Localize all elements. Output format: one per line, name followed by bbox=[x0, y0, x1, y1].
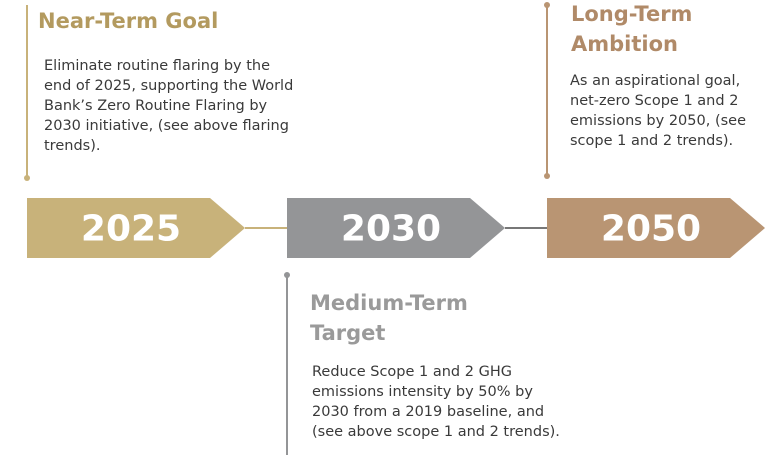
milestone-title: Long-Term bbox=[571, 2, 692, 26]
milestone-description: As an aspirational goal, bbox=[570, 73, 740, 89]
milestone-title: Medium-Term bbox=[310, 291, 468, 315]
milestone-title: Near-Term Goal bbox=[38, 9, 218, 33]
leader-dot bbox=[284, 272, 290, 278]
milestone-description: 2030 from a 2019 baseline, and bbox=[312, 404, 544, 420]
year-chevron bbox=[287, 198, 505, 258]
milestone-description: emissions by 2050, (see bbox=[570, 113, 746, 129]
milestone-description: Eliminate routine flaring by the bbox=[44, 58, 270, 74]
milestone-description: scope 1 and 2 trends). bbox=[570, 133, 733, 149]
year-chevron bbox=[27, 198, 245, 258]
year: 2025 bbox=[81, 209, 181, 250]
year: 2030 bbox=[341, 209, 441, 250]
milestone-description: 2030 initiative, (see above flaring bbox=[44, 118, 289, 134]
leader-dot bbox=[24, 175, 30, 181]
year-chevron bbox=[547, 198, 765, 258]
milestone-description: net-zero Scope 1 and 2 bbox=[570, 93, 738, 109]
year: 2050 bbox=[601, 209, 701, 250]
milestone-description: end of 2025, supporting the World bbox=[44, 78, 293, 94]
milestone-title: Ambition bbox=[571, 32, 678, 56]
milestone-description: (see above scope 1 and 2 trends). bbox=[312, 424, 560, 440]
leader-dot bbox=[544, 173, 550, 179]
leader-dot bbox=[544, 2, 550, 8]
milestone-description: Reduce Scope 1 and 2 GHG bbox=[312, 364, 512, 380]
milestone-description: Bank’s Zero Routine Flaring by bbox=[44, 98, 268, 114]
milestone-description: trends). bbox=[44, 138, 100, 154]
milestone-description: emissions intensity by 50% by bbox=[312, 384, 533, 400]
milestone-title: Target bbox=[310, 321, 385, 345]
